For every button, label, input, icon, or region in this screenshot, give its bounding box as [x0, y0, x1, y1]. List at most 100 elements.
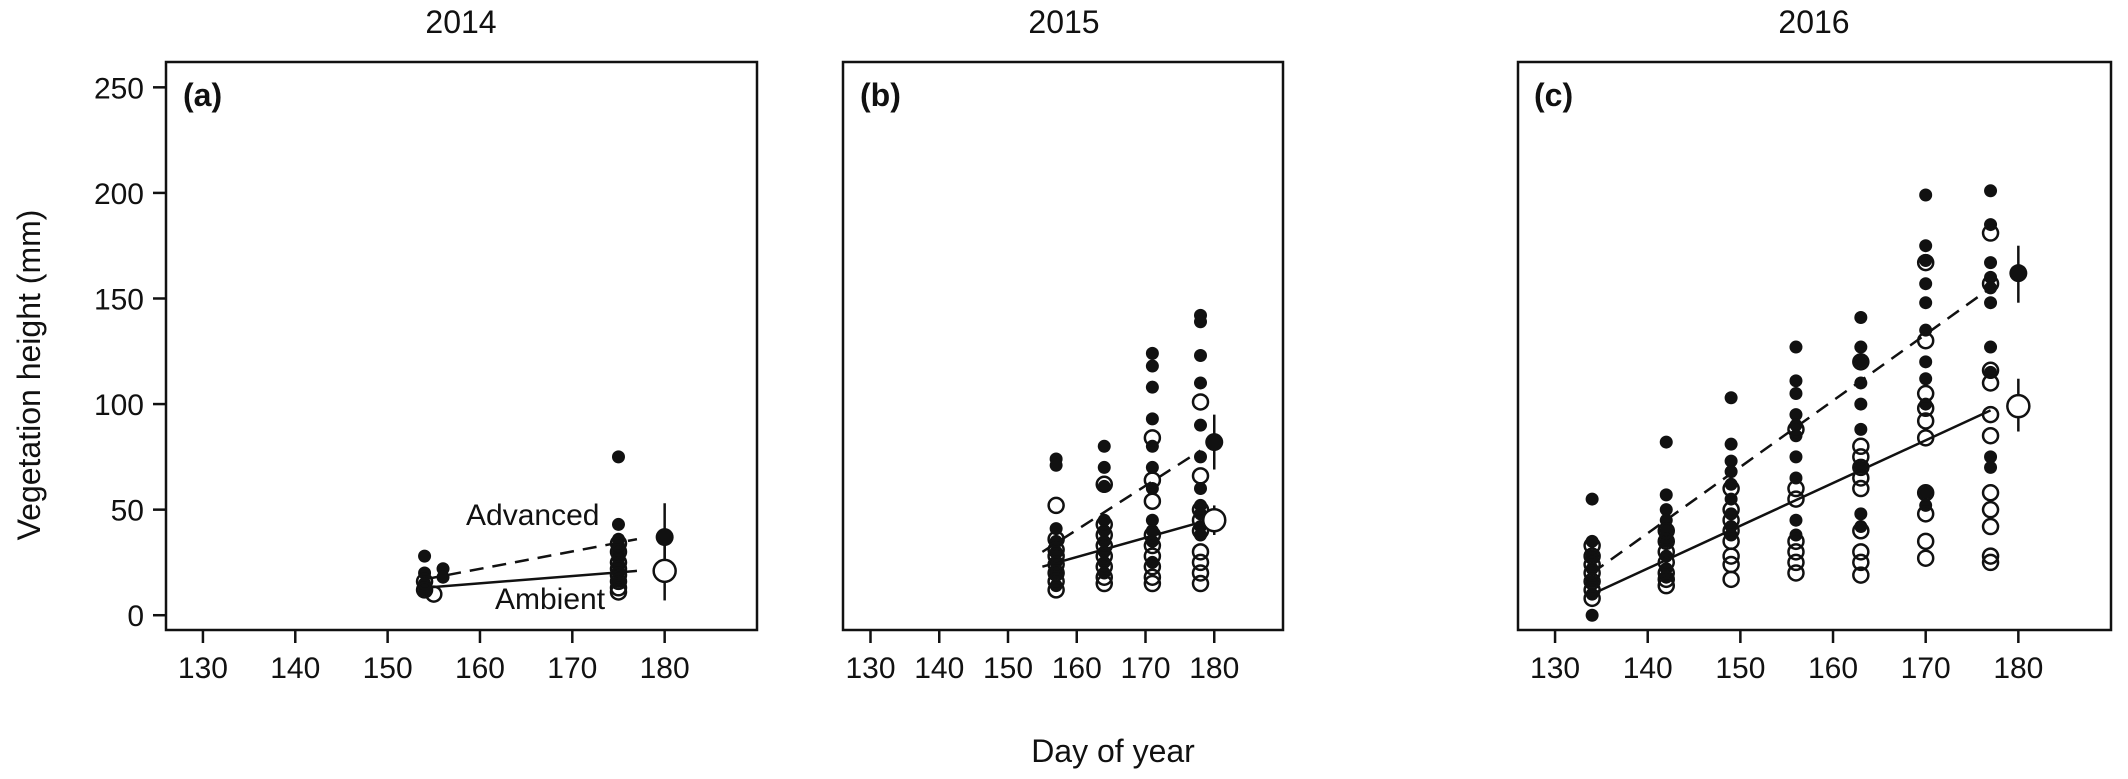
ambient-point	[1143, 568, 1162, 586]
advanced-point	[1984, 460, 1998, 474]
ambient-point	[1143, 547, 1162, 565]
ambient-point	[1143, 429, 1162, 447]
x-tick-label: 160	[1808, 652, 1858, 685]
x-tick-label: 150	[1715, 652, 1765, 685]
ambient-point	[1047, 564, 1065, 582]
advanced-point	[1984, 256, 1998, 270]
ambient-point	[1852, 469, 1870, 487]
advanced-point	[1724, 391, 1738, 405]
ambient-point	[1191, 574, 1210, 593]
ambient-point	[1191, 553, 1210, 572]
advanced-point	[1919, 277, 1933, 291]
ambient-point	[1722, 500, 1740, 519]
ambient-mean-point	[652, 558, 677, 584]
ambient-point	[1852, 566, 1870, 584]
advanced-point	[1724, 437, 1738, 451]
advanced-point	[1984, 340, 1998, 354]
advanced-point	[1984, 450, 1998, 464]
ambient-point	[1852, 458, 1870, 477]
advanced-point	[1145, 346, 1159, 360]
advanced-point	[1659, 435, 1673, 449]
advanced-point	[1145, 412, 1159, 426]
ambient-point	[1852, 448, 1870, 466]
ambient-point	[1583, 564, 1601, 582]
advanced-annotation: Advanced	[466, 499, 599, 532]
advanced-point	[418, 549, 432, 563]
ambient-point	[1047, 555, 1065, 574]
ambient-point	[1852, 479, 1870, 498]
ambient-point	[1657, 553, 1675, 572]
ambient-point	[1981, 274, 2000, 293]
ambient-point	[1047, 572, 1065, 591]
ambient-point	[1657, 522, 1675, 540]
advanced-point	[1854, 340, 1868, 354]
ambient-point	[1143, 471, 1162, 489]
advanced-point	[1659, 503, 1673, 517]
advanced-point	[1984, 184, 1998, 198]
ambient-point	[1787, 553, 1805, 572]
panel-label: (a)	[183, 77, 222, 113]
advanced-point	[436, 570, 450, 584]
ambient-point	[1722, 511, 1740, 529]
ambient-point	[1916, 532, 1935, 551]
y-tick-label: 200	[94, 178, 144, 211]
advanced-point	[1854, 422, 1868, 436]
advanced-trend-line	[1591, 286, 1992, 575]
ambient-point	[1722, 547, 1740, 565]
advanced-point	[1919, 372, 1933, 386]
y-tick-label: 250	[94, 72, 144, 105]
advanced-mean-point	[1205, 433, 1224, 452]
advanced-point	[1194, 315, 1207, 329]
advanced-point	[1789, 513, 1803, 527]
ambient-point	[1191, 393, 1210, 411]
y-tick-label: 100	[94, 389, 144, 422]
ambient-point	[1787, 490, 1805, 508]
ambient-point	[1583, 581, 1601, 599]
advanced-point	[1724, 477, 1738, 491]
advanced-point	[1789, 374, 1803, 388]
ambient-point	[1047, 581, 1065, 599]
advanced-point	[1854, 397, 1868, 411]
ambient-point	[1095, 526, 1113, 544]
advanced-point	[1097, 460, 1111, 474]
plot-frame	[841, 60, 1285, 632]
plot-area-2014: 130 140 150 160 170 180 0 50 100 150 200 250	[94, 60, 759, 685]
advanced-point	[611, 517, 625, 531]
ambient-point	[1852, 437, 1870, 456]
advanced-point	[1659, 488, 1673, 502]
advanced-point	[1789, 450, 1803, 464]
panel-title: 2015	[1028, 4, 1099, 40]
advanced-point	[1789, 387, 1803, 401]
x-tick-label: 170	[547, 652, 597, 685]
ambient-point	[1981, 374, 2000, 392]
x-tick-label: 140	[270, 652, 320, 685]
ambient-point	[1722, 522, 1740, 540]
panel-label: (c)	[1534, 77, 1573, 113]
ambient-point	[1583, 572, 1601, 591]
panel-2015: 2015 (b)	[860, 4, 1100, 113]
ambient-point	[1787, 479, 1805, 498]
y-axis-label: Vegetation height (mm)	[11, 210, 47, 541]
ambient-point	[1981, 484, 2000, 502]
advanced-point	[1724, 465, 1738, 479]
advanced-point	[1724, 454, 1738, 468]
x-tick-label: 150	[363, 652, 413, 685]
x-tick-label: 180	[1189, 652, 1239, 685]
ambient-point	[609, 553, 628, 572]
ambient-point	[1583, 547, 1601, 565]
ambient-trend-line	[1042, 521, 1201, 568]
advanced-point	[1854, 507, 1868, 521]
x-tick-label: 130	[1530, 652, 1580, 685]
ambient-point	[1657, 564, 1675, 582]
ambient-point	[1852, 522, 1870, 540]
ambient-point	[1916, 549, 1935, 567]
advanced-trend-line	[1041, 449, 1202, 553]
x-tick-label: 140	[914, 652, 964, 685]
advanced-point	[611, 450, 625, 464]
advanced-point	[1919, 355, 1933, 369]
ambient-point	[1583, 589, 1601, 608]
ambient-point	[1657, 543, 1675, 561]
ambient-point	[1095, 515, 1113, 534]
advanced-point	[1194, 376, 1207, 390]
ambient-point	[1047, 530, 1065, 548]
